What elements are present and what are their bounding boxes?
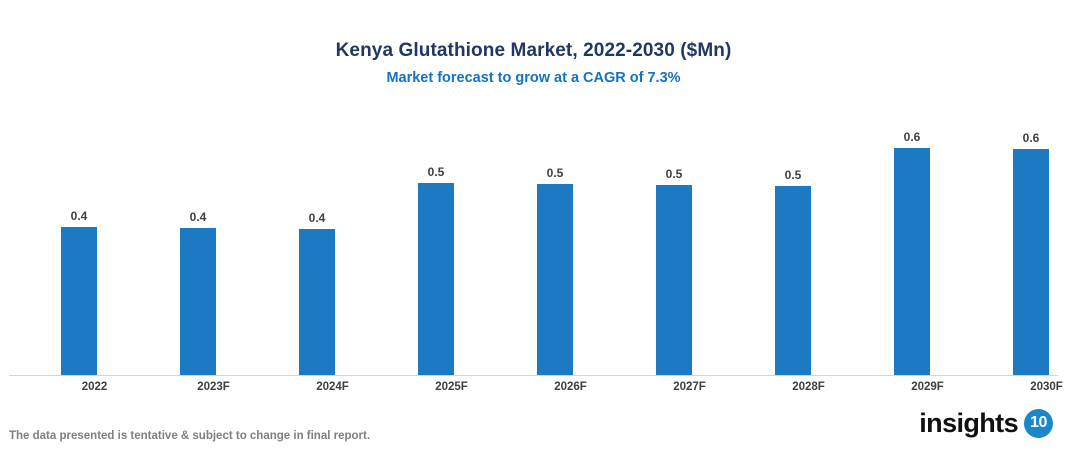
x-axis-tick-label: 2026F — [554, 381, 587, 393]
bar-group[interactable]: 0.5 — [630, 100, 749, 375]
logo-wordmark: insights — [919, 408, 1018, 438]
x-axis-tick-label: 2030F — [1030, 381, 1063, 393]
bar[interactable] — [180, 228, 216, 375]
bar-value-label: 0.4 — [70, 209, 88, 223]
bar-value-label: 0.5 — [784, 168, 802, 182]
bar-value-label: 0.6 — [903, 130, 921, 144]
bar-value-label: 0.4 — [189, 210, 207, 224]
plot-area: 0.4 0.4 0.4 0.5 0.5 0.5 0.5 0.6 0.6 — [9, 100, 1058, 376]
x-axis-line — [9, 374, 1058, 376]
bar-value-label: 0.5 — [546, 166, 564, 180]
bar-group[interactable]: 0.5 — [511, 100, 630, 375]
bar[interactable] — [775, 186, 811, 375]
x-axis-tick-labels: 2022 2023F 2024F 2025F 2026F 2027F 2028F 2029F 2… — [9, 378, 1063, 398]
bar-group[interactable]: 0.5 — [392, 100, 511, 375]
x-axis-tick-label: 2028F — [792, 381, 825, 393]
logo-badge-icon: 10 — [1024, 408, 1053, 438]
bar[interactable] — [299, 229, 335, 375]
bar[interactable] — [61, 227, 97, 375]
disclaimer-text: The data presented is tentative & subjec… — [9, 430, 371, 442]
bar-value-label: 0.5 — [665, 167, 683, 181]
x-axis-tick-label: 2025F — [435, 381, 468, 393]
x-axis-tick-label: 2029F — [911, 381, 944, 393]
bars-layer: 0.4 0.4 0.4 0.5 0.5 0.5 0.5 0.6 0.6 — [9, 100, 1058, 375]
bar-value-label: 0.5 — [427, 165, 445, 179]
bar-value-label: 0.6 — [1022, 131, 1040, 145]
bar[interactable] — [537, 184, 573, 375]
bar-group[interactable]: 0.4 — [154, 100, 273, 375]
bar-group[interactable]: 0.6 — [868, 100, 987, 375]
bar-group[interactable]: 0.6 — [987, 100, 1067, 375]
insights10-logo: insights 10 — [919, 406, 1053, 440]
chart-subtitle: Market forecast to grow at a CAGR of 7.3… — [386, 70, 681, 86]
bar[interactable] — [418, 183, 454, 375]
bar-value-label: 0.4 — [308, 211, 326, 225]
x-axis-tick-label: 2022 — [81, 381, 108, 393]
x-axis-tick-label: 2024F — [316, 381, 349, 393]
bar-group[interactable]: 0.4 — [273, 100, 392, 375]
bar-group[interactable]: 0.5 — [749, 100, 868, 375]
chart-header: Kenya Glutathione Market, 2022-2030 ($Mn… — [0, 38, 1067, 89]
x-axis-tick-label: 2023F — [197, 381, 230, 393]
bar[interactable] — [656, 185, 692, 375]
bar[interactable] — [894, 148, 930, 375]
bar[interactable] — [1013, 149, 1049, 375]
chart-title: Kenya Glutathione Market, 2022-2030 ($Mn… — [335, 40, 732, 61]
bar-group[interactable]: 0.4 — [35, 100, 154, 375]
x-axis-tick-label: 2027F — [673, 381, 706, 393]
